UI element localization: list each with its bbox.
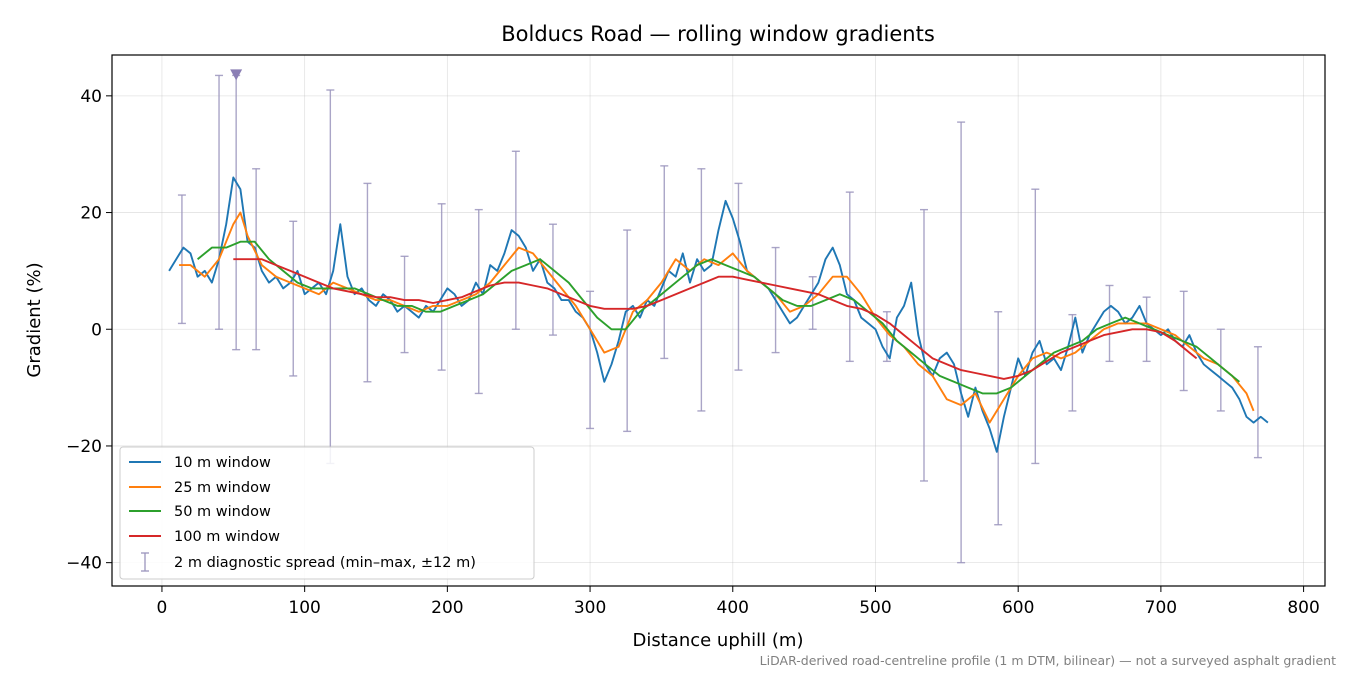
x-tick-label: 600 [1002, 598, 1034, 618]
spread-errorbar [919, 208, 928, 482]
spread-errorbar [474, 208, 483, 395]
spread-errorbar [660, 165, 669, 360]
y-tick-label: −40 [66, 554, 102, 574]
legend-label-50m: 50 m window [174, 504, 271, 520]
spread-errorbar [697, 168, 706, 412]
spread-errorbar [586, 290, 595, 430]
y-tick-label: 40 [80, 87, 102, 107]
legend-swatch-spread [141, 552, 149, 572]
x-tick-label: 200 [431, 598, 463, 618]
x-tick-label: 400 [717, 598, 749, 618]
spread-errorbar [808, 276, 817, 330]
spread-errorbar [289, 220, 298, 377]
x-axis-ticks: 0 100 200 300 400 500 600 700 800 [157, 586, 1320, 618]
spread-errorbar [734, 182, 743, 371]
legend-box [119, 446, 535, 580]
series-line-1 [179, 211, 1255, 424]
x-tick-label: 100 [288, 598, 320, 618]
y-axis-title: Gradient (%) [24, 262, 45, 377]
chart-title: Bolducs Road — rolling window gradients [501, 22, 935, 46]
x-axis-title: Distance uphill (m) [633, 630, 804, 651]
spread-errorbar [548, 223, 557, 336]
plot-frame [111, 54, 1326, 587]
series-line-2 [197, 240, 1241, 395]
series-lines [168, 176, 1269, 453]
x-tick-label: 700 [1145, 598, 1177, 618]
x-tick-label: 800 [1287, 598, 1319, 618]
legend-label-25m: 25 m window [174, 480, 271, 496]
footnote: LiDAR-derived road-centreline profile (1… [760, 653, 1336, 668]
y-tick-label: 20 [80, 204, 102, 224]
legend: 10 m window 25 m window 50 m window 100 … [119, 446, 535, 580]
spread-errorbar [623, 229, 632, 433]
spread-errorbar [215, 74, 224, 330]
y-tick-label: 0 [91, 320, 102, 340]
y-tick-label: −20 [66, 437, 102, 457]
legend-label-10m: 10 m window [174, 455, 271, 471]
spread-errorbar [1031, 188, 1040, 465]
spread-errorbar [1216, 328, 1225, 412]
spread-errorbar [1253, 346, 1262, 459]
y-axis-ticks: −40 −20 0 20 40 [66, 87, 112, 574]
diagnostic-spread-bars [177, 74, 1262, 564]
spread-errorbar [363, 182, 372, 383]
grid [112, 55, 1325, 586]
spread-errorbar [437, 203, 446, 371]
spread-errorbar [994, 311, 1003, 526]
x-tick-label: 0 [157, 598, 168, 618]
max-marker [230, 69, 243, 81]
marker-layer [230, 69, 243, 81]
series-line-3 [233, 258, 1198, 380]
spread-errorbar [177, 194, 186, 325]
x-tick-label: 500 [859, 598, 891, 618]
legend-label-spread: 2 m diagnostic spread (min–max, ±12 m) [174, 555, 476, 571]
spread-errorbar [845, 191, 854, 363]
spread-errorbar [511, 150, 520, 330]
x-tick-label: 300 [574, 598, 606, 618]
spread-errorbar [400, 255, 409, 354]
spread-errorbar [957, 121, 966, 564]
legend-label-100m: 100 m window [174, 529, 280, 545]
